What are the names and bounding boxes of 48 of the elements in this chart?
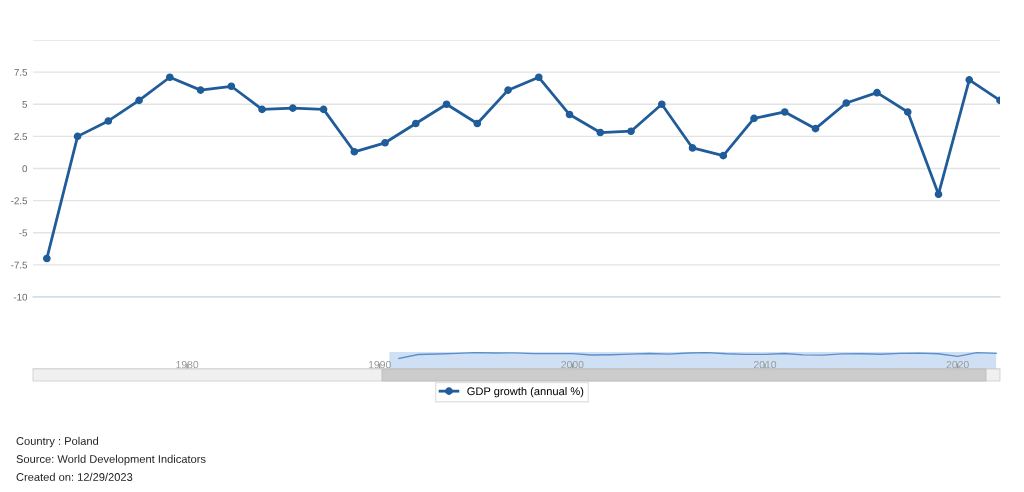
point [504, 86, 512, 94]
point [166, 73, 174, 82]
y-tick-label: -10 [13, 293, 28, 301]
point [719, 151, 728, 160]
point [811, 124, 820, 133]
legend-label: GDP growth (annual %) [467, 387, 584, 398]
point [965, 76, 974, 84]
y-tick-label: 5 [22, 101, 28, 108]
point [657, 100, 666, 109]
x-tick-label: 1990 [368, 360, 391, 369]
point [411, 119, 420, 128]
point [627, 127, 635, 136]
text: Created on: 12/29/2023 [16, 472, 133, 481]
y-tick-label: 7.5 [14, 68, 28, 76]
point [534, 73, 543, 82]
point [750, 114, 758, 123]
point [350, 147, 359, 156]
y-tick-label: -5 [19, 229, 28, 237]
y-tick-label: 2.5 [14, 133, 28, 140]
point [780, 108, 789, 116]
point [442, 100, 451, 109]
point [934, 190, 943, 199]
point [842, 99, 851, 107]
point [319, 105, 328, 114]
point [258, 105, 266, 114]
point [196, 86, 205, 94]
text: Country : Poland [16, 436, 99, 448]
x-tick-label: 1980 [176, 360, 199, 369]
x-tick-label: 2000 [561, 360, 584, 369]
point [73, 132, 82, 141]
point [288, 104, 297, 112]
point [473, 119, 482, 128]
x-tick-label: 2020 [946, 360, 969, 369]
point [381, 138, 389, 147]
y-tick-label: -7.5 [11, 261, 28, 269]
point [596, 128, 605, 137]
point [565, 110, 574, 119]
x-tick-label: 2010 [753, 360, 777, 369]
point [104, 117, 113, 125]
point [903, 108, 912, 116]
y-tick-label: 0 [22, 165, 28, 173]
point [227, 82, 236, 91]
point [873, 88, 881, 97]
source-note: Source: World Development Indicators [16, 454, 206, 466]
point [135, 96, 143, 105]
point [688, 144, 697, 152]
y-tick-label: -2.5 [11, 197, 28, 205]
point [43, 254, 51, 263]
